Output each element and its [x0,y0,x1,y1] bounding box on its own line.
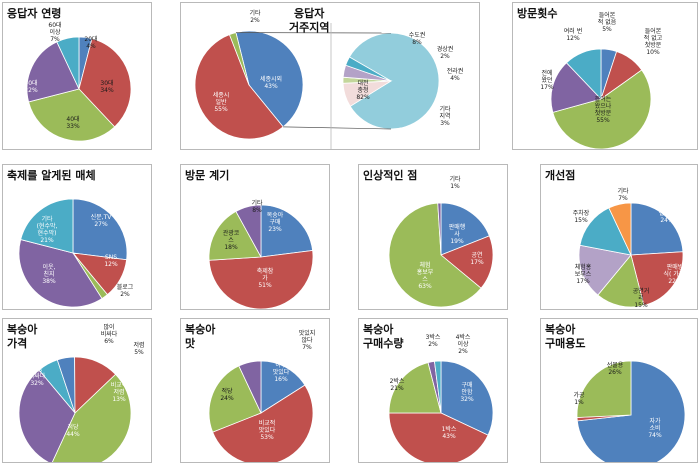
pie-c4-slice-이웃-친지 [18,239,103,308]
pie-c8-slice-조금-비싸다 [18,369,76,462]
pie-svg-c7 [578,202,684,308]
pie-c6-slice-공연 [440,235,494,289]
pie-c8-slice-적당 [51,373,132,462]
pie-svg-c6 [388,202,494,308]
pie-panel-c8: 복숭아 가격 많이 비싸다 6% 저렴 5% 비교적 저렴 13% 적당 44% 조금 비싸다 32… [2,318,152,463]
pie-c5-slice-복숭아-구매 [260,204,314,258]
chart-title: 복숭아 가격 [7,323,38,350]
pie-panel-c9: 복숭아 맛 아주 맛있다 16% 비교적 맛있다 53% 적당 24% 맛있지 않다 7% [180,318,330,463]
chart-title: 응답자 연령 [7,7,62,20]
pie-c1-slice-60대-이상 [56,36,80,90]
pie-c10-slice-1박스 [388,412,489,462]
pie-c1-slice-50대 [26,41,80,103]
chart-title: 방문횟수 [517,7,558,20]
subpie-c2-slice-기타-지역 [345,56,392,82]
pie-c9-slice-맛있지-않다 [238,360,262,414]
pie-panel-c11: 복숭아 구매용도 자가 소비 74% 가공 1% 선물용 26% [540,318,698,463]
pie-panel-c7: 개선점 접근성 24% 판매방 식( 가격) 22% 공연거 리 15% 체험홍 보부스 17%… [540,164,698,310]
pie-c1-slice-40대 [28,88,116,142]
pie-svg-c9 [208,360,314,462]
pie-c7-slice-공연거-리 [597,254,645,308]
pie-c2-slice-세종시-일반 [194,34,284,140]
connector-line-2 [283,126,392,130]
pie-c10-slice-2박스 [388,362,442,414]
pie-c6-slice-기타 [437,202,442,256]
chart-title: 축제를 알게된 매체 [7,169,96,182]
pie-panel-c3: 방문횟수 들어본 적 없음 5% 들어본 적 없고 첫방문 10% 들어는 왔으나 첫방문… [512,2,698,150]
chart-title: 응답자 거주지역 [289,7,330,34]
pie-c2-slice-기타 [228,32,250,86]
pie-panel-c4: 축제를 알게된 매체 신문,TV 27% SNS 12% 블로그 2% 이웃, 친지 38% 기타… [2,164,152,310]
chart-title: 복숭아 구매용도 [545,323,586,350]
pie-panel-c6: 인상적인 점 판매행 사 19% 공연 17% 체험 홍보부 스 63% 기타 1% [358,164,508,310]
chart-title: 인상적인 점 [363,169,418,182]
pie-panel-c10: 복숭아 구매수량 구매 안함 32% 1박스 43% 2박스 21% 3박스 2% 4박스 이상 2… [358,318,508,463]
pie-c2-slice-세종시외 [235,30,304,128]
pie-svg-c3 [550,48,652,149]
pie-c4-slice-기타-현수막-현수막 [20,198,74,254]
pie-panel-c1: 응답자 연령 20대 4% 30대 34% 40대 33% 50대 22% 60대 이상 7% [2,2,152,150]
pie-svg-c8 [18,356,132,462]
chart-title: 복숭아 맛 [185,323,216,350]
pie-c9-slice-비교적-맛있다 [212,384,314,462]
subpie-c2-slice-대전-충청 [348,32,440,130]
pie-c5-slice-기타 [235,204,262,258]
pie-c6-slice-체험-홍보부-스 [388,202,482,308]
pie-c10-slice-구매-안함 [440,360,494,436]
pie-c1-slice-30대 [78,38,132,128]
pie-svg-c1 [26,36,132,142]
pie-c9-slice-아주-맛있다 [260,360,306,414]
pie-svg-c2 [194,23,440,149]
pie-c4-slice-신문-TV [72,198,128,261]
chart-title: 방문 계기 [185,169,230,182]
pie-c9-slice-적당 [208,365,262,433]
pie-c3-slice-전에-왔던 [550,62,602,113]
chart-title: 복숭아 구매수량 [363,323,404,350]
chart-title: 개선점 [545,169,576,182]
pie-c7-slice-기타 [608,202,632,256]
pie-svg-c11 [576,360,686,462]
pie-svg-c4 [18,198,128,308]
pie-c10-slice-4박스-이상 [434,360,442,414]
pie-svg-c10 [388,360,494,462]
pie-panel-c5: 방문 계기 복숭아 구매 23% 축제참 가 51% 관광코 스 18% 기타 8% [180,164,330,310]
pie-panel-c2: 응답자 거주지역 세종시외 43% 세종시 일반 55% 기타 2% 대전 충청 82% 수도권 8… [180,2,480,150]
pie-c7-slice-판매방-식-가격 [630,251,684,306]
pie-c5-slice-관광코-스 [208,210,262,261]
pie-c7-slice-체험홍-보부스 [578,244,632,296]
pie-c6-slice-판매행-사 [440,202,490,256]
pie-c3-slice-여러-번 [565,48,602,100]
pie-svg-c5 [208,204,314,309]
pie-c3-slice-들어는-왔으나-첫방문 [552,69,652,149]
pie-c7-slice-주차장 [579,207,632,256]
pie-c5-slice-축제참-가 [208,250,314,309]
pie-c7-slice-접근성 [630,202,684,256]
pie-c11-slice-선물용 [576,360,632,418]
